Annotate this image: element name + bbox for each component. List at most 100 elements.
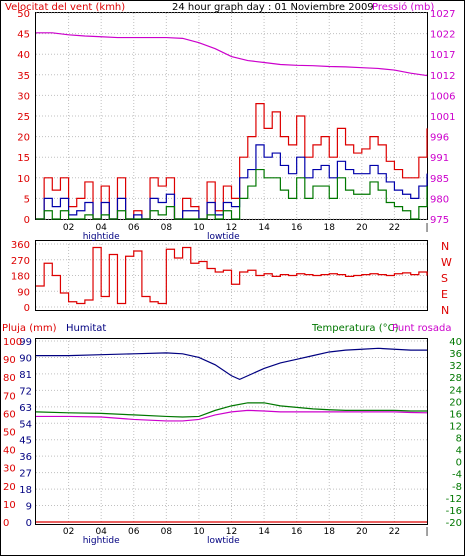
temperature-tick-label: -4: [452, 470, 462, 481]
humidity-tick-label: 54: [19, 419, 32, 430]
wind-speed-tick-label: 15: [17, 153, 30, 164]
rain-tick-label: 30: [3, 464, 16, 475]
time-tick-label: 06: [128, 527, 140, 537]
dewpoint-line: [36, 409, 428, 422]
direction-tick-label: 360: [11, 240, 30, 251]
humidity-tick-label: 63: [19, 403, 32, 414]
temperature-tick-label: -16: [446, 506, 462, 517]
rain-tick-label: 10: [3, 500, 16, 511]
pressure-tick-label: 980: [430, 194, 449, 205]
panel-humidity-frame: [35, 338, 428, 525]
temperature-tick-label: -20: [446, 518, 462, 529]
humidity-tick-label: 27: [19, 469, 32, 480]
time-tick-label: |: [425, 223, 428, 233]
humidity-tick-label: 99: [19, 337, 32, 348]
direction-tick-label: 0: [24, 303, 30, 314]
wind-gust-line: [36, 103, 428, 220]
temperature-tick-label: 16: [449, 409, 462, 420]
time-tick-label: 16: [291, 527, 303, 537]
pressure-line: [36, 32, 428, 77]
temperature-tick-label: -8: [452, 482, 462, 493]
temperature-tick-label: 20: [449, 397, 462, 408]
time-tick-label: 22: [389, 527, 400, 537]
wind-min-line: [36, 168, 428, 220]
rain-tick-label: 70: [3, 391, 16, 402]
time-tick-label: 12: [226, 527, 237, 537]
temperature-tick-label: 0: [456, 458, 462, 469]
temperature-line: [35, 402, 427, 418]
time-tick-label: 04: [95, 527, 107, 537]
pressure-tick-label: 991: [430, 153, 449, 164]
tide-label-low: lowtide: [207, 536, 240, 546]
rain-tick-label: 80: [3, 373, 16, 384]
compass-label: N: [441, 240, 449, 253]
tide-label-high: hightide: [83, 536, 120, 546]
compass-label: S: [441, 272, 448, 285]
wind-speed-tick-label: 50: [17, 9, 30, 20]
time-tick-label: |: [425, 527, 428, 537]
pressure-tick-label: 1006: [430, 91, 455, 102]
time-tick-label: 08: [161, 527, 173, 537]
time-tick-label: 12: [226, 223, 237, 233]
humidity-tick-label: 0: [26, 518, 32, 529]
humidity-tick-label: 72: [19, 386, 32, 397]
wind-speed-title: Velocitat del vent (kmh): [5, 2, 125, 13]
pressure-tick-label: 1001: [430, 112, 455, 123]
rain-tick-label: 20: [3, 482, 16, 493]
time-tick-label: 02: [63, 527, 74, 537]
wind-speed-tick-label: 0: [24, 215, 30, 226]
time-tick-label: 02: [63, 223, 74, 233]
rain-tick-label: 100: [3, 337, 22, 348]
humidity-line: [36, 347, 427, 381]
axis-layer: 0510152025303540455097598098599199610011…: [3, 9, 462, 546]
temperature-tick-label: -12: [446, 494, 462, 505]
direction-tick-label: 180: [11, 272, 30, 283]
pressure-title: Pressió (mb): [372, 1, 434, 13]
wind-speed-tick-label: 10: [17, 174, 30, 185]
temperature-tick-label: 36: [449, 349, 462, 360]
time-tick-label: 10: [193, 527, 205, 537]
rain-title: Pluja (mm): [2, 323, 57, 334]
rain-tick-label: 40: [3, 446, 16, 457]
direction-tick-label: 270: [11, 256, 30, 267]
temperature-tick-label: 28: [449, 373, 462, 384]
temperature-tick-label: 40: [449, 337, 462, 348]
temperature-title: Temperatura (°C): [311, 323, 399, 334]
humidity-tick-label: 18: [19, 485, 32, 496]
wind-speed-tick-label: 35: [17, 71, 30, 82]
wind-speed-tick-label: 20: [17, 133, 30, 144]
time-tick-label: 18: [324, 223, 336, 233]
graph-date-title: 24 hour graph day : 01 Noviembre 2009: [172, 2, 374, 13]
compass-label: E: [441, 288, 448, 301]
humidity-tick-label: 45: [19, 436, 32, 447]
wind-direction-line: [36, 246, 428, 305]
series-layer: [35, 32, 428, 523]
pressure-tick-label: 996: [430, 133, 449, 144]
time-tick-label: 10: [193, 223, 205, 233]
compass-label: N: [441, 304, 449, 317]
direction-tick-label: 90: [17, 287, 30, 298]
time-tick-label: 14: [258, 223, 270, 233]
rain-tick-label: 60: [3, 409, 16, 420]
time-tick-label: 04: [95, 223, 107, 233]
wind-speed-tick-label: 5: [24, 194, 30, 205]
temperature-tick-label: 32: [449, 361, 462, 372]
pressure-tick-label: 975: [430, 215, 449, 226]
time-tick-label: 20: [356, 223, 368, 233]
tide-label-low: lowtide: [207, 232, 240, 242]
wind-avg-line: [36, 144, 428, 220]
rain-tick-label: 50: [3, 428, 16, 439]
dewpoint-title: Punt rosada: [392, 323, 451, 334]
wind-speed-tick-label: 30: [17, 91, 30, 102]
rain-tick-label: 90: [3, 355, 16, 366]
compass-labels: N W S E N: [441, 240, 452, 317]
temperature-tick-label: 24: [449, 385, 462, 396]
pressure-tick-label: 1027: [430, 9, 455, 20]
humidity-tick-label: 36: [19, 452, 32, 463]
wind-speed-tick-label: 45: [17, 30, 30, 41]
time-tick-label: 14: [258, 527, 270, 537]
time-tick-label: 16: [291, 223, 303, 233]
